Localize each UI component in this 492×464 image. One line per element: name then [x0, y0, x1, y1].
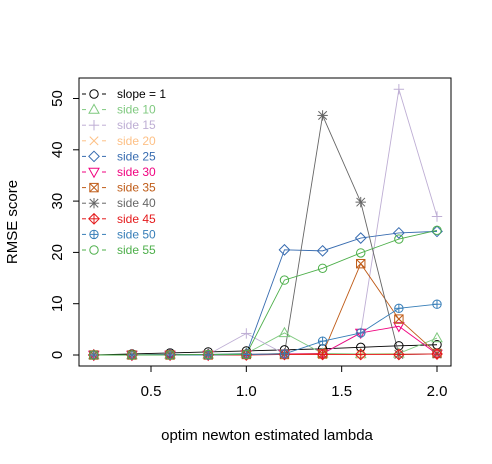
data-point-side-10: [431, 331, 443, 343]
data-point-side-50: [279, 349, 290, 359]
data-point-side-45: [431, 348, 443, 360]
y-tick-label: 30: [49, 193, 66, 210]
data-point-side-15: [393, 84, 405, 95]
data-point-side-25: [354, 232, 367, 244]
data-point-side-15: [431, 211, 443, 222]
y-axis-label: RMSE score: [4, 180, 21, 264]
y-tick-label: 50: [49, 90, 66, 107]
legend-label-side-20: side 20: [117, 134, 156, 148]
x-axis-label: optim newton estimated lambda: [161, 427, 373, 444]
data-point-side-55: [89, 350, 99, 360]
data-point-side-50: [432, 299, 442, 309]
legend-marker-slope-1: [89, 89, 99, 99]
data-point-side-50: [317, 336, 328, 346]
y-tick-label: 20: [49, 244, 66, 261]
y-tick-label: 10: [49, 295, 66, 312]
x-tick-label: 2.0: [427, 383, 448, 400]
legend-marker-side-40: [88, 198, 100, 209]
data-point-side-30: [393, 322, 405, 333]
legend-label-side-10: side 10: [117, 103, 156, 117]
data-point-side-25: [431, 225, 443, 238]
data-point-side-45: [392, 348, 405, 361]
data-point-side-40: [317, 110, 328, 121]
data-point-side-45: [316, 348, 329, 361]
legend-marker-side-50: [89, 229, 99, 240]
legend-marker-side-10: [88, 103, 100, 114]
legend-marker-side-20: [89, 136, 99, 146]
legend-marker-side-30: [88, 167, 100, 179]
series-line-slope-1: [93, 344, 438, 356]
legend-marker-side-55: [89, 245, 99, 255]
y-tick-label: 0: [49, 351, 66, 359]
legend-label-side-55: side 55: [117, 243, 156, 257]
data-point-side-55: [165, 350, 175, 360]
data-point-side-55: [127, 350, 137, 360]
data-point-side-45: [354, 348, 367, 361]
x-tick-label: 1.5: [331, 383, 352, 400]
series-line-side-55: [93, 229, 438, 356]
data-point-side-50: [356, 328, 366, 338]
legend-label-side-25: side 25: [117, 149, 156, 163]
legend-marker-side-45: [88, 212, 100, 225]
data-point-side-55: [394, 234, 404, 244]
legend-marker-side-35: [89, 182, 99, 193]
y-axis: 0 10 20 30 40 50: [49, 90, 79, 359]
data-point-side-40: [355, 196, 366, 208]
data-point-side-10: [278, 326, 291, 338]
data-point-side-50: [394, 303, 404, 314]
y-tick-label: 40: [49, 141, 66, 158]
data-point-side-55: [203, 349, 213, 360]
data-point-side-35: [356, 258, 366, 269]
data-point-side-55: [279, 275, 290, 285]
legend-label-side-50: side 50: [117, 227, 156, 241]
data-point-side-55: [241, 349, 252, 360]
data-point-side-35: [394, 314, 404, 324]
data-point-side-55: [317, 263, 328, 274]
data-point-side-25: [316, 244, 329, 257]
plot-frame: [78, 77, 452, 367]
data-point-side-15: [241, 328, 252, 339]
data-point-side-55: [356, 248, 366, 258]
legend-label-side-35: side 35: [117, 181, 156, 195]
legend-label-side-30: side 30: [117, 165, 156, 179]
legend-marker-side-15: [88, 120, 100, 131]
data-point-side-25: [392, 226, 405, 239]
x-tick-label: 1.0: [236, 383, 257, 400]
legend-label-side-40: side 40: [117, 196, 156, 210]
data-point-side-55: [432, 225, 442, 236]
legend-label-slope-1: slope = 1: [117, 87, 166, 101]
data-point-side-25: [278, 243, 291, 256]
legend-label-side-45: side 45: [117, 212, 156, 226]
x-tick-label: 0.5: [141, 383, 162, 400]
legend-marker-side-25: [88, 150, 100, 163]
x-axis: 0.5 1.0 1.5 2.0: [141, 366, 448, 400]
legend-label-side-15: side 15: [117, 118, 156, 132]
series-layer: [87, 84, 443, 362]
